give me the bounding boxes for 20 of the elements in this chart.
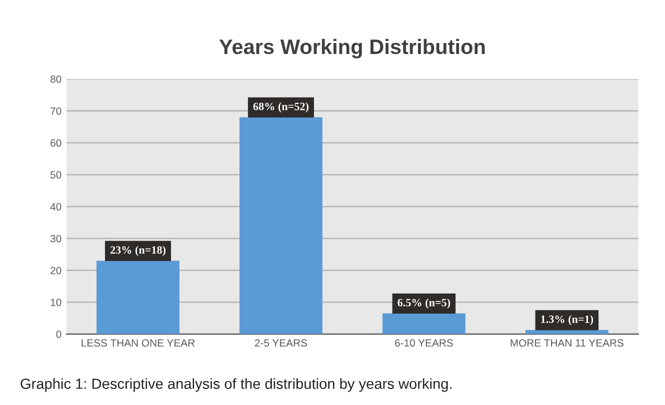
x-tick-label: LESS THAN ONE YEAR xyxy=(82,339,195,347)
y-tick-label: 20 xyxy=(50,266,62,274)
x-tick-label: 2-5 YEARS xyxy=(254,339,308,347)
x-tick-label: MORE THAN 11 YEARS xyxy=(510,339,624,347)
y-tick-label: 0 xyxy=(56,330,62,338)
chart-title: Years Working Distribution xyxy=(219,38,485,58)
y-tick-label: 30 xyxy=(50,234,62,242)
bar xyxy=(525,330,608,334)
y-tick-label: 10 xyxy=(50,298,62,306)
data-label: 23% (n=18) xyxy=(110,246,166,256)
x-tick-label: 6-10 YEARS xyxy=(395,339,453,347)
data-label: 68% (n=52) xyxy=(253,102,308,112)
y-tick-label: 80 xyxy=(50,75,62,83)
data-label: 1.3% (n=1) xyxy=(541,315,594,326)
text: Graphic 1: Descriptive analysis of the distribution by years working. xyxy=(20,378,452,392)
y-tick-label: 60 xyxy=(50,139,62,147)
y-tick-label: 50 xyxy=(50,171,62,179)
y-tick-label: 40 xyxy=(50,203,62,210)
y-tick-label: 70 xyxy=(50,107,62,115)
data-label: 6.5% (n=5) xyxy=(398,298,450,309)
